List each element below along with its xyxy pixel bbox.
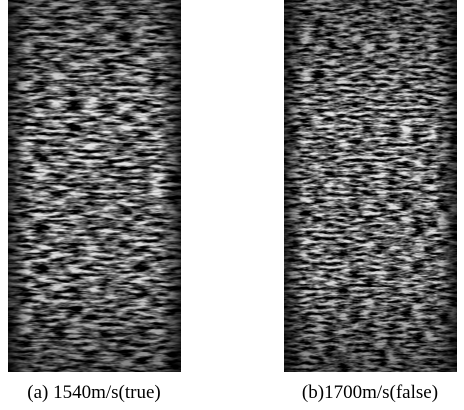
panel-b-image xyxy=(284,0,457,372)
caption: (a) 1540m/s(true) xyxy=(27,382,160,403)
caption: (b)1700m/s(false) xyxy=(302,382,438,403)
panel-a-image xyxy=(8,0,181,372)
